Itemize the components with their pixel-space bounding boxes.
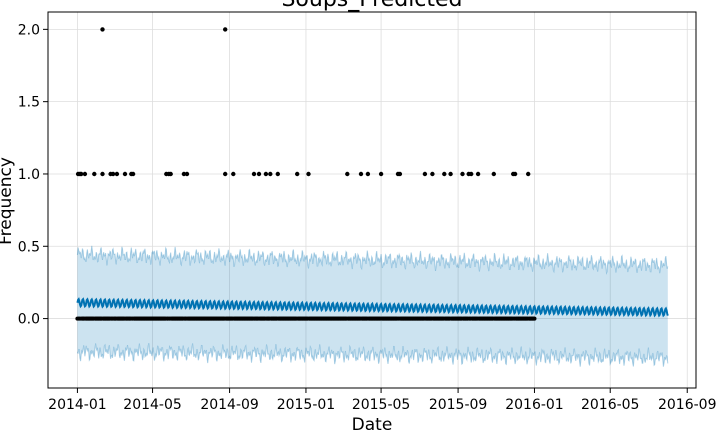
observed-point	[378, 171, 384, 177]
observed-point	[422, 171, 428, 177]
observed-point	[358, 171, 364, 177]
observed-point	[448, 171, 453, 177]
observed-point	[114, 171, 120, 177]
observed-point	[122, 171, 128, 177]
plot-area: 2014-01 2014-05 2014-09 2015-01 2015-05 2015-…	[18, 11, 717, 413]
observed-point	[532, 316, 537, 321]
observed-point	[181, 171, 187, 177]
observed-point	[306, 171, 311, 177]
observed-point	[223, 27, 228, 32]
upper-bound-line	[76, 245, 669, 275]
observed-point	[295, 171, 300, 177]
y-tick-label: 1.0	[18, 167, 40, 183]
plot-frame	[47, 11, 697, 389]
observed-point	[526, 171, 531, 177]
x-tick-label: 2014-05	[123, 397, 182, 413]
lower-bound-line	[76, 343, 669, 367]
x-tick-label: 2016-01	[505, 397, 564, 413]
observed-point	[168, 171, 173, 177]
observed-point	[268, 171, 273, 177]
observed-point	[475, 171, 481, 177]
y-axis-label: Frequency	[0, 157, 16, 245]
observed-point	[100, 171, 105, 177]
y-tick-label: 2.0	[18, 22, 40, 38]
observed-point	[430, 171, 435, 177]
observed-point	[184, 171, 190, 177]
observed-point	[231, 171, 236, 177]
observed-point	[365, 171, 371, 177]
observed-point	[251, 171, 257, 177]
observed-point	[100, 27, 105, 32]
observed-point	[256, 171, 262, 177]
observed-point	[263, 171, 269, 177]
observed-point	[442, 171, 447, 177]
x-tick-label: 2015-09	[429, 397, 488, 413]
x-tick-label: 2014-09	[200, 397, 259, 413]
y-tick-label: 1.5	[18, 95, 40, 111]
observed-point	[130, 171, 136, 177]
x-tick-label: 2015-01	[277, 397, 336, 413]
observed-point	[92, 171, 97, 177]
observed-point	[110, 171, 116, 177]
observed-point	[345, 171, 350, 177]
x-tick-label: 2014-01	[48, 397, 107, 413]
observed-point	[491, 171, 496, 177]
chart-title: Soups_Predicted	[281, 0, 462, 12]
observed-point	[397, 171, 403, 177]
x-tick-label: 2016-09	[658, 397, 717, 413]
observed-point	[512, 171, 518, 177]
x-tick-label: 2015-05	[352, 397, 411, 413]
observed-point	[275, 171, 280, 177]
observed-point	[79, 171, 84, 177]
x-axis-label: Date	[352, 415, 393, 432]
y-tick-label: 0.0	[18, 312, 40, 328]
observed-point	[223, 171, 228, 177]
observed-point	[469, 171, 474, 177]
y-tick-label: 0.5	[18, 239, 40, 255]
observed-point	[82, 171, 88, 177]
x-tick-label: 2016-05	[581, 397, 640, 413]
forecast-line	[76, 297, 669, 318]
observed-point	[460, 171, 465, 177]
